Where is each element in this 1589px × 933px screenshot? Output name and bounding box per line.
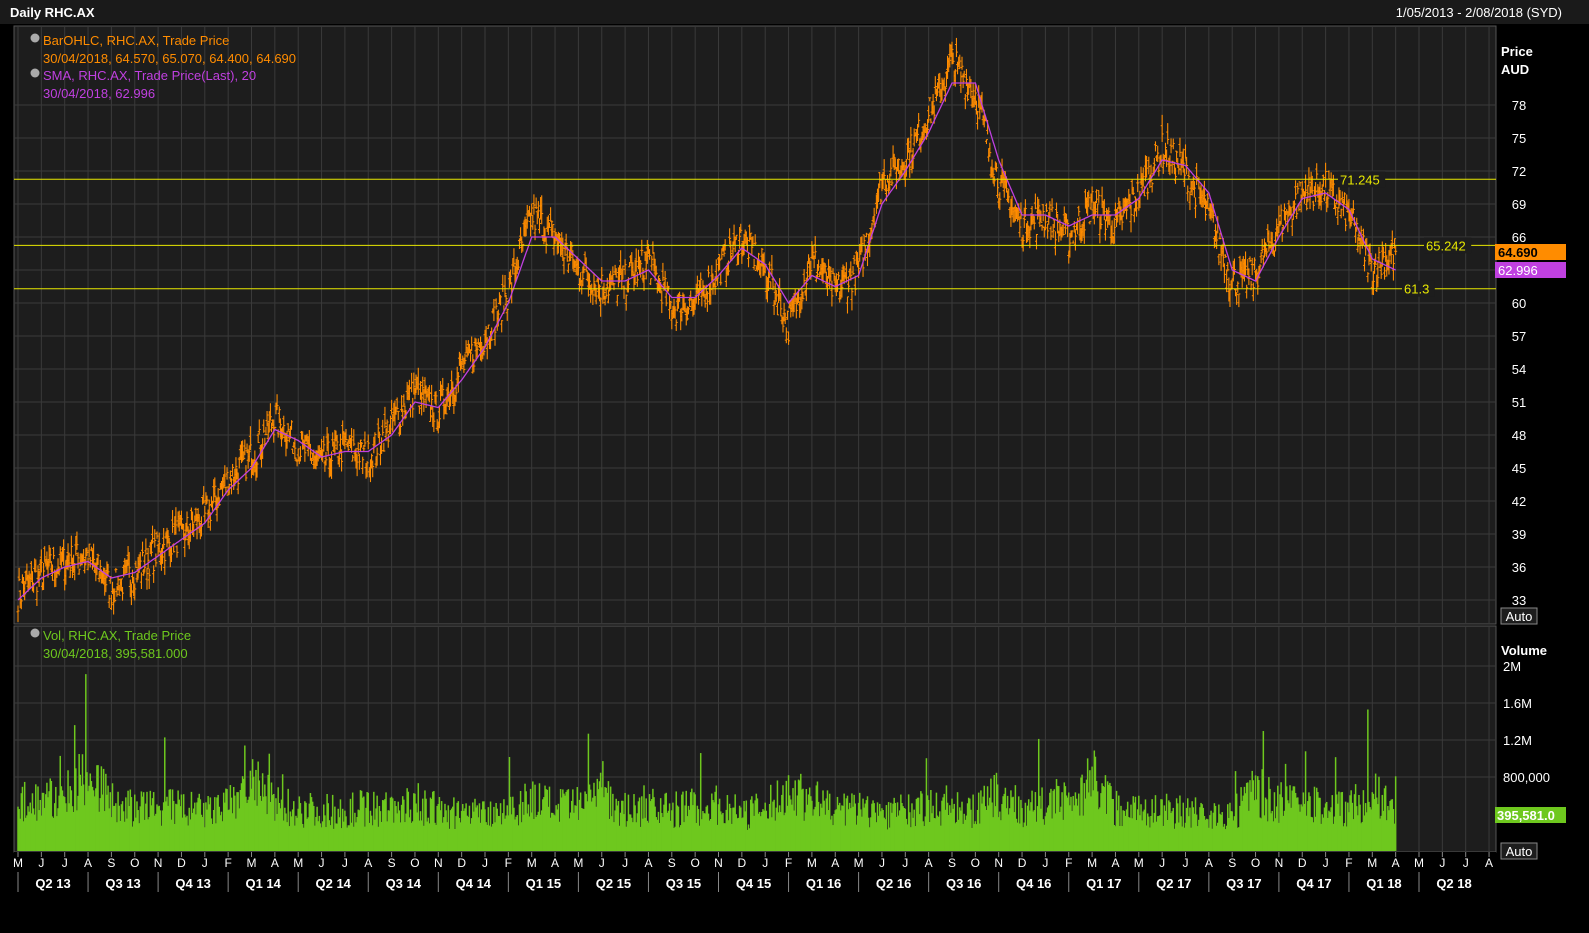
- price-tick-label: 75: [1512, 131, 1526, 146]
- volume-axis-title: Volume: [1501, 643, 1547, 658]
- volume-grid: [14, 665, 1496, 778]
- legend-ohlc-values: 30/04/2018, 64.570, 65.070, 64.400, 64.6…: [43, 51, 296, 66]
- price-axis-unit: AUD: [1501, 62, 1529, 77]
- price-tick-label: 36: [1512, 560, 1526, 575]
- price-tick-label: 54: [1512, 362, 1526, 377]
- price-axis-title: Price: [1501, 44, 1533, 59]
- legend-vol-title: Vol, RHC.AX, Trade Price: [43, 628, 191, 643]
- price-pane: [13, 25, 1497, 625]
- chart-title: Daily RHC.AX: [10, 5, 95, 20]
- volume-tick-label: 2M: [1503, 659, 1521, 674]
- price-tick-label: 48: [1512, 428, 1526, 443]
- legend-ohlc-title: BarOHLC, RHC.AX, Trade Price: [43, 33, 229, 48]
- price-tick-label: 60: [1512, 296, 1526, 311]
- price-tick-label: 45: [1512, 461, 1526, 476]
- legend-vol-icon[interactable]: [30, 628, 40, 638]
- title-bar: [0, 0, 1589, 24]
- price-tick-label: 42: [1512, 494, 1526, 509]
- volume-tick-label: 1.2M: [1503, 733, 1532, 748]
- price-tick-label: 39: [1512, 527, 1526, 542]
- date-range: 1/05/2013 - 2/08/2018 (SYD): [1396, 5, 1562, 20]
- price-tick-label: 57: [1512, 329, 1526, 344]
- volume-bars: [17, 674, 1397, 851]
- legend-vol-values: 30/04/2018, 395,581.000: [43, 646, 188, 661]
- legend-ohlc-icon[interactable]: [30, 33, 40, 43]
- price-tick-label: 72: [1512, 164, 1526, 179]
- legend-sma-icon[interactable]: [30, 68, 40, 78]
- price-tick-label: 51: [1512, 395, 1526, 410]
- volume-tick-label: 800,000: [1503, 770, 1550, 785]
- price-tick-label: 78: [1512, 98, 1526, 113]
- volume-tick-label: 1.6M: [1503, 696, 1532, 711]
- price-tick-label: 66: [1512, 230, 1526, 245]
- legend-sma-values: 30/04/2018, 62.996: [43, 86, 155, 101]
- volume-axis-ticks: 800,000 1.2M 1.6M 2M: [1503, 659, 1550, 785]
- price-grid: [14, 26, 1496, 852]
- legend-sma-title: SMA, RHC.AX, Trade Price(Last), 20: [43, 68, 256, 83]
- price-tick-label: 33: [1512, 593, 1526, 608]
- price-tick-label: 69: [1512, 197, 1526, 212]
